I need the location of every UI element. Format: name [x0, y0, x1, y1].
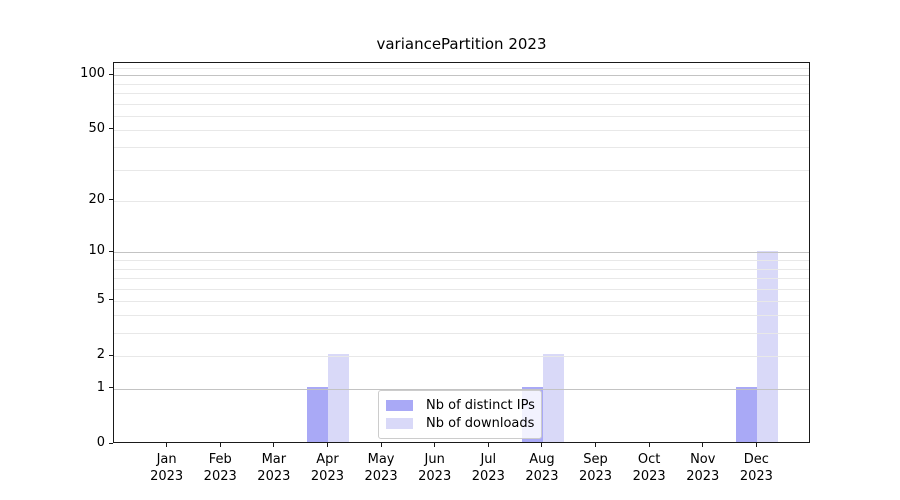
x-tick-label: Aug 2023 — [525, 452, 559, 484]
x-tick-mark — [541, 443, 543, 447]
x-tick-mark — [434, 443, 436, 447]
gridline-minor — [114, 260, 809, 262]
gridline-minor — [114, 356, 809, 358]
gridline-minor — [114, 200, 809, 202]
x-tick-label: Feb 2023 — [203, 452, 237, 484]
y-tick-label: 10 — [88, 243, 105, 259]
x-tick-label: Jan 2023 — [150, 452, 184, 484]
y-tick-label: 2 — [96, 347, 105, 363]
x-tick-mark — [219, 443, 221, 447]
y-tick-mark — [109, 250, 113, 252]
y-tick-mark — [109, 73, 113, 75]
bar-nb-of-downloads-3 — [328, 354, 350, 442]
x-tick-mark — [648, 443, 650, 447]
x-tick-mark — [380, 443, 382, 447]
x-tick-mark — [755, 443, 757, 447]
x-tick-mark — [487, 443, 489, 447]
chart-title: variancePartition 2023 — [376, 35, 547, 53]
y-tick-mark — [109, 387, 113, 389]
x-tick-mark — [326, 443, 328, 447]
y-tick-label: 20 — [88, 191, 105, 207]
gridline-minor — [114, 315, 809, 317]
x-tick-mark — [595, 443, 597, 447]
gridline-major — [114, 252, 809, 254]
gridline-minor — [114, 288, 809, 290]
legend-label-downloads: Nb of downloads — [426, 415, 535, 431]
y-tick-label: 5 — [96, 291, 105, 307]
x-tick-label: Jul 2023 — [471, 452, 505, 484]
legend-swatch-distinct-ips-icon — [386, 399, 413, 411]
gridline-minor — [114, 300, 809, 302]
y-tick-label: 0 — [96, 435, 105, 450]
gridline-minor — [114, 83, 809, 85]
gridline-minor — [114, 268, 809, 270]
y-tick-mark — [109, 199, 113, 201]
y-tick-mark — [109, 354, 113, 356]
x-tick-label: Sep 2023 — [578, 452, 613, 484]
y-tick-mark — [109, 128, 113, 130]
x-tick-label: Apr 2023 — [310, 452, 344, 484]
gridline-minor — [114, 277, 809, 279]
x-tick-label: Dec 2023 — [739, 452, 773, 484]
x-tick-label: Nov 2023 — [686, 452, 720, 484]
x-tick-label: Mar 2023 — [257, 452, 291, 484]
gridline-minor — [114, 333, 809, 335]
legend: Nb of distinct IPs Nb of downloads — [378, 390, 542, 439]
gridline-minor — [114, 67, 809, 69]
y-tick-label: 1 — [96, 379, 105, 395]
bar-nb-of-distinct-ips-11 — [736, 386, 758, 442]
gridline-minor — [114, 115, 809, 117]
x-tick-mark — [273, 443, 275, 447]
gridline-minor — [114, 129, 809, 131]
x-tick-mark — [166, 443, 168, 447]
y-tick-label: 100 — [80, 66, 105, 82]
y-tick-mark — [109, 442, 113, 444]
gridline-major — [114, 388, 809, 390]
bar-nb-of-downloads-11 — [757, 250, 779, 442]
legend-entry-downloads: Nb of downloads — [386, 414, 535, 432]
legend-entry-distinct-ips: Nb of distinct IPs — [386, 396, 535, 414]
legend-swatch-downloads-icon — [386, 417, 413, 429]
gridline-minor — [114, 93, 809, 95]
x-tick-label: Oct 2023 — [632, 452, 666, 484]
plot-area — [113, 62, 810, 443]
bar-nb-of-downloads-7 — [542, 354, 564, 442]
x-tick-label: Jun 2023 — [418, 452, 452, 484]
bar-nb-of-distinct-ips-3 — [307, 386, 329, 442]
gridline-major — [114, 75, 809, 77]
gridline-minor — [114, 169, 809, 171]
y-tick-label: 50 — [88, 120, 105, 136]
x-tick-label: May 2023 — [364, 452, 398, 484]
gridline-minor — [114, 103, 809, 105]
gridline-minor — [114, 147, 809, 149]
legend-label-distinct-ips: Nb of distinct IPs — [426, 397, 535, 413]
y-tick-mark — [109, 299, 113, 301]
x-tick-mark — [702, 443, 704, 447]
